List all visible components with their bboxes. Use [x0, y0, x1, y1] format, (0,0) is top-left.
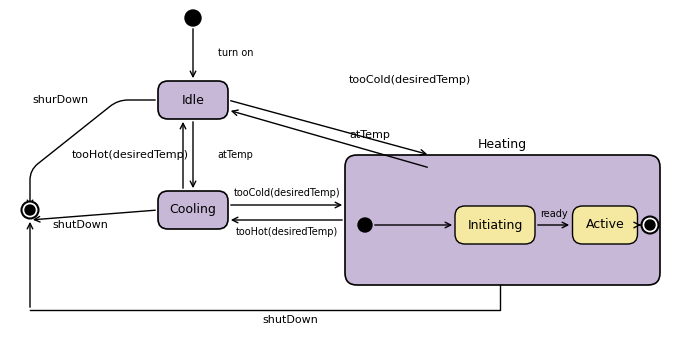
FancyBboxPatch shape [158, 191, 228, 229]
Circle shape [358, 218, 372, 232]
Text: Idle: Idle [182, 93, 205, 106]
FancyBboxPatch shape [158, 81, 228, 119]
Circle shape [185, 10, 201, 26]
Text: tooCold(desiredTemp): tooCold(desiredTemp) [234, 188, 340, 198]
FancyBboxPatch shape [572, 206, 637, 244]
Text: Initiating: Initiating [467, 218, 523, 232]
Circle shape [22, 202, 39, 218]
Text: turn on: turn on [218, 48, 254, 58]
Text: tooCold(desiredTemp): tooCold(desiredTemp) [349, 75, 471, 85]
Text: shutDown: shutDown [52, 220, 108, 230]
Circle shape [645, 220, 655, 230]
Text: Cooling: Cooling [170, 204, 216, 216]
Text: ready: ready [540, 209, 567, 219]
Text: atTemp: atTemp [350, 130, 391, 140]
Text: Heating: Heating [478, 138, 527, 151]
Text: tooHot(desiredTemp): tooHot(desiredTemp) [236, 227, 338, 237]
Text: Active: Active [586, 218, 624, 232]
Text: shurDown: shurDown [32, 95, 88, 105]
Circle shape [25, 205, 35, 215]
Circle shape [641, 216, 658, 234]
Text: atTemp: atTemp [217, 150, 253, 160]
FancyBboxPatch shape [455, 206, 535, 244]
Text: shutDown: shutDown [262, 315, 318, 325]
Text: tooHot(desiredTemp): tooHot(desiredTemp) [71, 150, 188, 160]
FancyBboxPatch shape [345, 155, 660, 285]
